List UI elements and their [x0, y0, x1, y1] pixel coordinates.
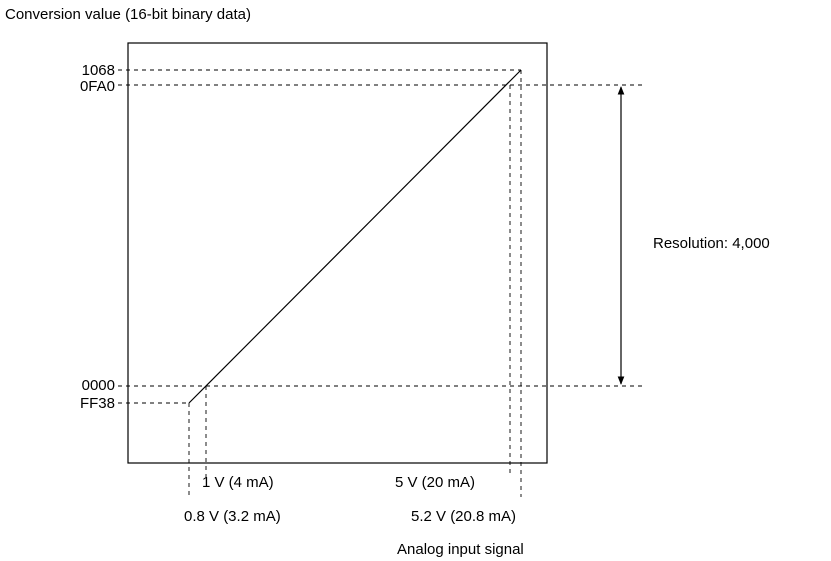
y-label-0000: 0000	[82, 377, 115, 394]
x-axis-label: Analog input signal	[397, 541, 524, 558]
y-label-1068: 1068	[82, 62, 115, 79]
diagram-title: Conversion value (16-bit binary data)	[5, 6, 251, 23]
x-label-0-8v: 0.8 V (3.2 mA)	[184, 508, 281, 525]
plot-frame	[127, 42, 548, 464]
x-label-5v: 5 V (20 mA)	[395, 474, 475, 491]
resolution-label: Resolution: 4,000	[653, 235, 770, 252]
x-label-5-2v: 5.2 V (20.8 mA)	[411, 508, 516, 525]
conversion-line	[188, 69, 522, 404]
y-label-0fa0: 0FA0	[80, 78, 115, 95]
x-label-1v: 1 V (4 mA)	[202, 474, 274, 491]
y-label-ff38: FF38	[80, 395, 115, 412]
